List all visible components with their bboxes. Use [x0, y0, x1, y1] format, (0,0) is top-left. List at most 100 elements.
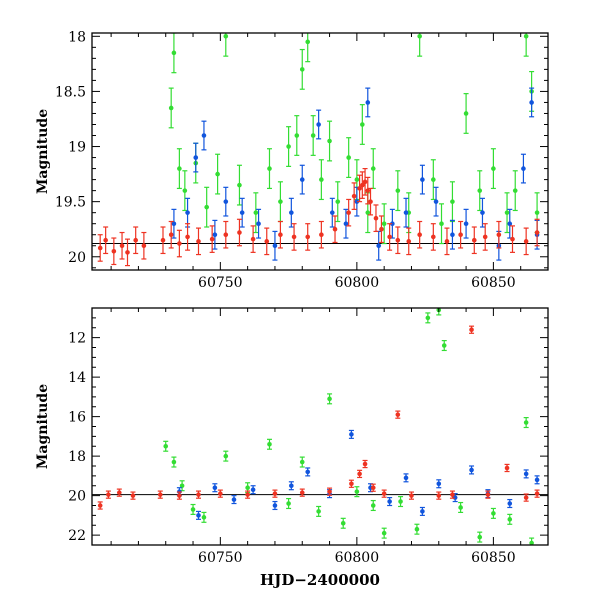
data-point	[431, 177, 436, 182]
data-point	[272, 243, 278, 249]
data-point	[329, 210, 335, 215]
data-point	[417, 232, 422, 238]
data-point	[395, 188, 401, 193]
data-point	[250, 487, 256, 493]
data-point	[409, 493, 414, 498]
data-point	[133, 237, 138, 243]
data-point	[185, 234, 190, 240]
data-point	[480, 210, 485, 215]
data-point	[507, 501, 513, 506]
data-point	[190, 507, 196, 512]
series-blue	[176, 429, 540, 520]
data-point	[395, 237, 401, 243]
x-tick-label: 60850	[471, 550, 516, 566]
y-tick-label: 18	[68, 29, 86, 45]
data-point	[485, 492, 491, 497]
data-point	[103, 237, 108, 243]
data-point	[450, 492, 455, 497]
data-point	[373, 215, 379, 221]
data-point	[157, 492, 163, 497]
data-point	[425, 315, 431, 321]
series-green	[163, 308, 535, 545]
data-point	[512, 188, 518, 193]
data-point	[523, 239, 529, 244]
data-point	[491, 166, 496, 171]
data-point	[343, 221, 349, 227]
data-point	[450, 199, 455, 204]
data-point	[294, 133, 300, 138]
data-point	[507, 221, 513, 227]
data-point	[379, 226, 384, 232]
data-point	[245, 492, 250, 497]
data-point	[168, 232, 174, 238]
top-panel-plot-area	[92, 33, 548, 267]
data-point	[349, 432, 354, 437]
data-point	[417, 34, 422, 39]
data-point	[370, 166, 376, 171]
data-point	[97, 245, 103, 251]
data-point	[179, 483, 185, 489]
data-point	[523, 34, 529, 39]
x-tick-label: 60750	[198, 550, 243, 566]
data-point	[482, 234, 488, 240]
data-point	[403, 475, 409, 481]
data-point	[106, 492, 111, 497]
data-point	[223, 34, 229, 39]
y-tick-label: 20	[68, 250, 86, 266]
data-point	[111, 248, 117, 254]
y-axis-label: Magnitude	[35, 109, 51, 194]
x-tick-label: 60850	[471, 275, 516, 291]
data-point	[507, 517, 513, 522]
data-point	[316, 509, 321, 514]
data-point	[256, 221, 261, 227]
data-point	[420, 177, 425, 182]
data-point	[182, 188, 188, 193]
data-point	[215, 171, 220, 177]
data-point	[171, 221, 177, 227]
data-point	[272, 491, 278, 496]
data-point	[193, 155, 199, 160]
data-point	[171, 459, 177, 465]
data-point	[398, 499, 403, 504]
data-point	[239, 210, 245, 215]
data-point	[264, 239, 270, 244]
data-point	[414, 526, 420, 532]
data-point	[523, 420, 529, 425]
data-point	[534, 491, 540, 496]
data-point	[346, 155, 351, 160]
data-point	[491, 511, 496, 516]
data-point	[529, 540, 534, 545]
data-point	[510, 236, 515, 242]
data-point	[436, 481, 442, 487]
data-point	[387, 234, 392, 240]
data-point	[327, 396, 332, 402]
data-point	[204, 204, 209, 210]
data-point	[387, 499, 392, 504]
bottom-panel-frame	[91, 307, 549, 546]
data-point	[523, 471, 529, 477]
data-point	[196, 513, 201, 518]
data-point	[327, 138, 332, 144]
data-point	[218, 491, 223, 496]
bottom-panel: 60750 60800 60850 12 14 16 18 20 22 Magnitude HJD−…	[35, 307, 549, 589]
data-point	[365, 210, 371, 215]
data-point	[223, 199, 229, 204]
data-point	[357, 186, 362, 191]
data-point	[223, 232, 229, 238]
data-point	[177, 241, 182, 246]
data-point	[278, 232, 283, 238]
data-point	[267, 441, 272, 447]
data-point	[463, 221, 469, 227]
data-point	[351, 193, 357, 199]
series-blue	[171, 87, 540, 261]
y-tick-label: 19.5	[55, 195, 86, 211]
data-point	[365, 188, 371, 193]
data-point	[305, 39, 311, 45]
data-point	[360, 182, 365, 188]
x-axis-label: HJD−2400000	[260, 571, 380, 589]
y-tick-label: 16	[68, 410, 86, 426]
data-point	[370, 503, 376, 508]
data-point	[250, 236, 256, 242]
data-point	[431, 234, 436, 240]
data-point	[245, 485, 250, 491]
